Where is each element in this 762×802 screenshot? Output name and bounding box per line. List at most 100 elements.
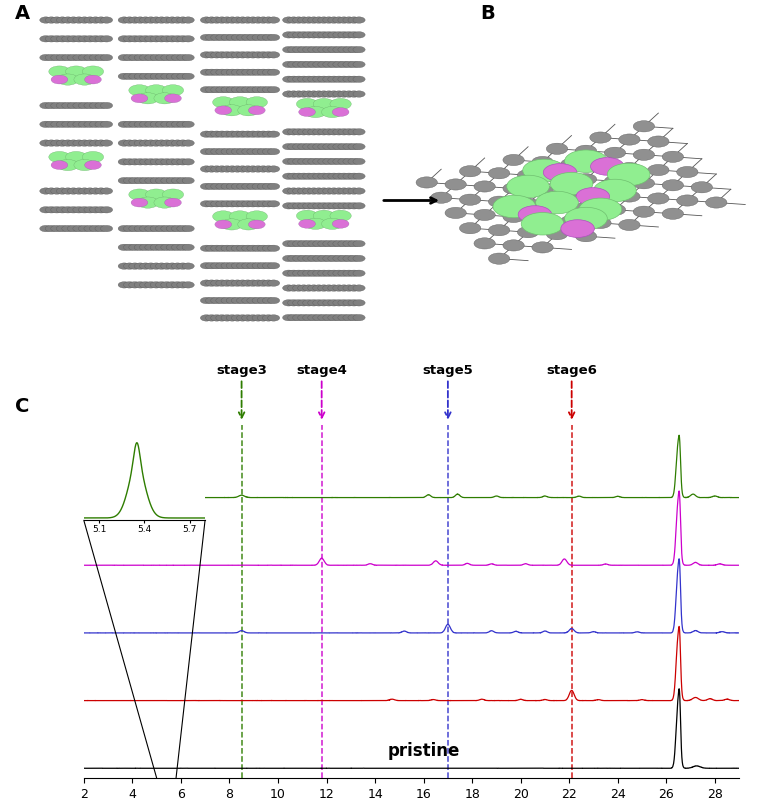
Circle shape bbox=[95, 103, 107, 109]
Circle shape bbox=[308, 270, 320, 277]
Circle shape bbox=[155, 17, 168, 23]
Circle shape bbox=[431, 192, 452, 204]
Circle shape bbox=[338, 300, 350, 306]
Circle shape bbox=[150, 55, 162, 61]
Circle shape bbox=[296, 99, 318, 110]
Circle shape bbox=[258, 280, 270, 286]
Circle shape bbox=[328, 31, 340, 38]
Circle shape bbox=[565, 208, 607, 229]
Circle shape bbox=[150, 282, 162, 288]
Circle shape bbox=[73, 103, 85, 109]
Circle shape bbox=[45, 35, 57, 42]
Circle shape bbox=[229, 211, 251, 222]
Circle shape bbox=[242, 87, 254, 93]
Circle shape bbox=[312, 314, 325, 321]
Circle shape bbox=[171, 140, 184, 146]
Circle shape bbox=[575, 231, 597, 242]
Circle shape bbox=[308, 203, 320, 209]
Circle shape bbox=[145, 17, 157, 23]
Circle shape bbox=[67, 17, 79, 23]
Circle shape bbox=[532, 242, 553, 253]
Circle shape bbox=[95, 225, 107, 232]
Circle shape bbox=[242, 245, 254, 252]
Circle shape bbox=[303, 47, 315, 53]
Circle shape bbox=[242, 17, 254, 23]
Circle shape bbox=[293, 144, 305, 150]
Circle shape bbox=[73, 140, 85, 146]
Circle shape bbox=[166, 17, 178, 23]
Circle shape bbox=[517, 198, 539, 209]
Circle shape bbox=[252, 17, 264, 23]
Circle shape bbox=[45, 17, 57, 23]
Circle shape bbox=[226, 17, 239, 23]
Circle shape bbox=[129, 73, 141, 79]
Circle shape bbox=[56, 17, 69, 23]
Circle shape bbox=[182, 244, 194, 250]
Circle shape bbox=[171, 244, 184, 250]
Circle shape bbox=[210, 166, 223, 172]
Circle shape bbox=[283, 314, 295, 321]
Circle shape bbox=[474, 209, 495, 221]
Circle shape bbox=[67, 188, 79, 194]
Circle shape bbox=[604, 204, 626, 215]
Circle shape bbox=[353, 300, 365, 306]
Circle shape bbox=[51, 225, 63, 232]
Circle shape bbox=[293, 285, 305, 291]
Circle shape bbox=[293, 47, 305, 53]
Circle shape bbox=[267, 298, 280, 304]
Circle shape bbox=[161, 140, 173, 146]
Circle shape bbox=[51, 121, 63, 128]
Circle shape bbox=[150, 17, 162, 23]
Circle shape bbox=[236, 34, 248, 41]
Circle shape bbox=[445, 179, 466, 190]
Circle shape bbox=[298, 203, 310, 209]
Circle shape bbox=[84, 140, 96, 146]
Circle shape bbox=[247, 183, 259, 189]
Circle shape bbox=[343, 300, 355, 306]
Circle shape bbox=[123, 263, 136, 269]
Circle shape bbox=[232, 262, 244, 269]
Circle shape bbox=[318, 31, 330, 38]
Circle shape bbox=[177, 140, 189, 146]
Circle shape bbox=[221, 148, 233, 155]
Circle shape bbox=[40, 188, 52, 194]
Circle shape bbox=[262, 200, 274, 207]
Circle shape bbox=[134, 121, 146, 128]
Circle shape bbox=[353, 158, 365, 164]
Circle shape bbox=[308, 91, 320, 97]
Circle shape bbox=[328, 76, 340, 83]
Circle shape bbox=[328, 285, 340, 291]
Circle shape bbox=[129, 140, 141, 146]
Circle shape bbox=[323, 128, 335, 135]
Circle shape bbox=[333, 128, 345, 135]
Circle shape bbox=[323, 61, 335, 67]
Circle shape bbox=[303, 158, 315, 164]
Circle shape bbox=[283, 144, 295, 150]
Circle shape bbox=[210, 148, 223, 155]
Circle shape bbox=[216, 69, 228, 75]
Circle shape bbox=[330, 99, 351, 110]
Circle shape bbox=[283, 241, 295, 247]
Circle shape bbox=[139, 177, 152, 184]
Circle shape bbox=[579, 198, 622, 221]
Circle shape bbox=[308, 188, 320, 194]
Circle shape bbox=[150, 263, 162, 269]
Circle shape bbox=[323, 270, 335, 277]
Circle shape bbox=[145, 35, 157, 42]
Circle shape bbox=[134, 159, 146, 165]
Circle shape bbox=[131, 94, 148, 103]
Circle shape bbox=[139, 159, 152, 165]
Circle shape bbox=[298, 17, 310, 23]
Circle shape bbox=[182, 35, 194, 42]
Circle shape bbox=[677, 167, 698, 178]
Circle shape bbox=[343, 128, 355, 135]
Circle shape bbox=[206, 280, 218, 286]
Circle shape bbox=[166, 263, 178, 269]
Circle shape bbox=[84, 207, 96, 213]
Circle shape bbox=[101, 140, 113, 146]
Circle shape bbox=[84, 121, 96, 128]
Circle shape bbox=[323, 241, 335, 247]
Circle shape bbox=[267, 200, 280, 207]
Circle shape bbox=[206, 183, 218, 189]
Circle shape bbox=[177, 225, 189, 232]
